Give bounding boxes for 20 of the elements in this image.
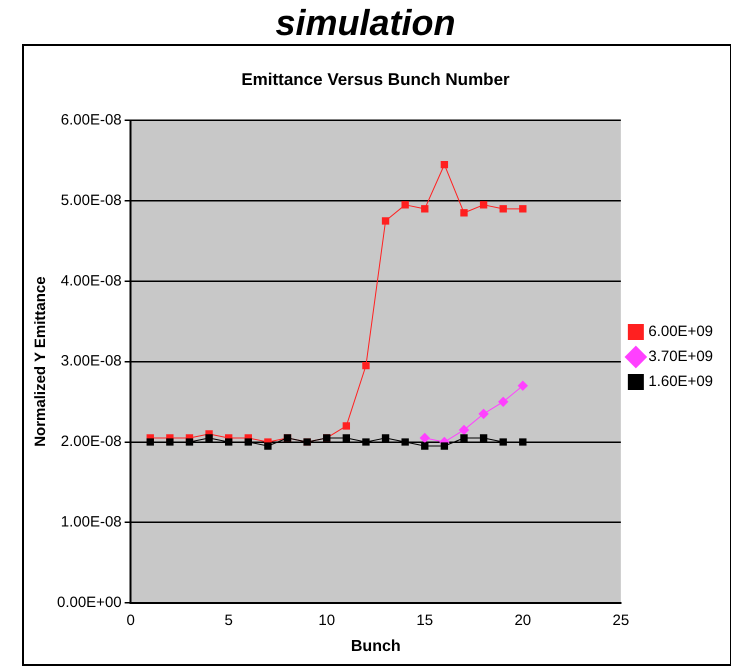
chart-subtitle: Emittance Versus Bunch Number (241, 70, 510, 89)
legend-label: 1.60E+09 (648, 373, 714, 390)
x-tick-label: 20 (514, 612, 532, 629)
y-tick-label: 6.00E-08 (60, 112, 122, 129)
y-tick-label: 2.00E-08 (60, 433, 122, 450)
x-tick-label: 15 (416, 612, 434, 629)
y-tick-label: 5.00E-08 (60, 192, 122, 209)
y-tick-label: 4.00E-08 (60, 272, 122, 290)
y-axis-title: Normalized Y Emittance (32, 276, 50, 447)
y-tick-label: 0.00E+00 (56, 594, 122, 611)
x-tick-label: 25 (612, 612, 630, 629)
y-tick-label: 1.00E-08 (60, 514, 122, 531)
y-tick-label: 3.00E-08 (60, 352, 122, 370)
chart-title: simulation (261, 2, 470, 43)
x-tick-label: 5 (224, 612, 233, 629)
x-axis-title: Bunch (350, 638, 401, 655)
x-tick-label: 0 (126, 612, 135, 629)
legend-label: 6.00E+09 (648, 323, 714, 340)
legend-label: 3.70E+09 (648, 348, 714, 366)
x-tick-label: 10 (318, 612, 336, 629)
